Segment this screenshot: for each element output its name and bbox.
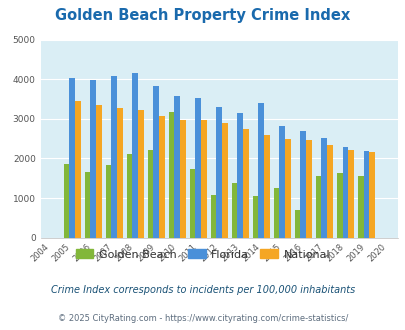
Bar <box>126 154 132 238</box>
Bar <box>179 120 185 238</box>
Bar <box>168 112 174 238</box>
Bar <box>111 76 117 238</box>
Bar <box>231 183 237 238</box>
Bar <box>153 85 159 238</box>
Bar <box>264 135 269 238</box>
Bar <box>189 170 195 238</box>
Text: © 2025 CityRating.com - https://www.cityrating.com/crime-statistics/: © 2025 CityRating.com - https://www.city… <box>58 314 347 323</box>
Bar <box>237 113 243 238</box>
Bar <box>300 131 305 238</box>
Bar <box>336 173 342 238</box>
Bar <box>273 188 279 238</box>
Bar <box>357 176 362 238</box>
Bar <box>284 139 290 238</box>
Bar <box>84 172 90 238</box>
Bar <box>279 126 284 238</box>
Bar <box>216 107 222 238</box>
Bar <box>69 79 75 238</box>
Bar <box>195 98 200 238</box>
Bar <box>105 165 111 238</box>
Bar <box>210 195 216 238</box>
Bar <box>342 147 347 238</box>
Bar <box>159 116 164 238</box>
Bar <box>362 151 368 238</box>
Bar <box>117 108 122 238</box>
Bar <box>147 150 153 238</box>
Bar <box>138 110 143 238</box>
Bar <box>222 123 227 238</box>
Bar <box>90 80 96 238</box>
Bar <box>326 145 332 238</box>
Legend: Golden Beach, Florida, National: Golden Beach, Florida, National <box>71 245 334 264</box>
Text: Crime Index corresponds to incidents per 100,000 inhabitants: Crime Index corresponds to incidents per… <box>51 285 354 295</box>
Bar <box>64 164 69 238</box>
Bar <box>174 96 179 238</box>
Bar <box>347 150 353 238</box>
Bar <box>305 140 311 238</box>
Bar <box>96 105 101 238</box>
Bar <box>368 152 374 238</box>
Bar <box>321 138 326 238</box>
Bar <box>200 120 206 238</box>
Bar <box>75 101 81 238</box>
Bar <box>315 176 321 238</box>
Bar <box>258 103 264 238</box>
Bar <box>243 129 248 238</box>
Bar <box>252 196 258 238</box>
Bar <box>132 73 138 238</box>
Text: Golden Beach Property Crime Index: Golden Beach Property Crime Index <box>55 8 350 23</box>
Bar <box>294 210 300 238</box>
